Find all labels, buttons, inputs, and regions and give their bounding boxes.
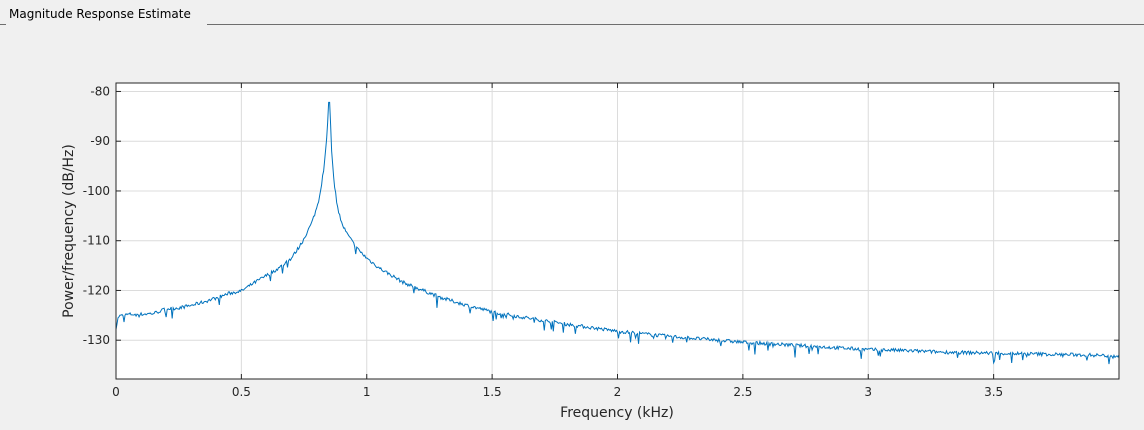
- y-tick-label: -120: [83, 283, 110, 297]
- y-tick-label: -80: [90, 84, 110, 98]
- x-tick-label: 0.5: [232, 385, 251, 399]
- x-tick-label: 2.5: [733, 385, 752, 399]
- x-tick-label: 3.5: [984, 385, 1003, 399]
- y-tick-label: -130: [83, 333, 110, 347]
- y-tick-label: -90: [90, 134, 110, 148]
- x-tick-label: 1.5: [483, 385, 502, 399]
- y-tick-label: -110: [83, 234, 110, 248]
- x-axis-label: Frequency (kHz): [560, 405, 674, 421]
- x-tick-label: 3: [864, 385, 872, 399]
- x-tick-label: 2: [614, 385, 622, 399]
- x-tick-label: 1: [363, 385, 371, 399]
- y-axis-label: Power/frequency (dB/Hz): [61, 144, 77, 318]
- y-tick-label: -100: [83, 184, 110, 198]
- x-tick-label: 0: [112, 385, 120, 399]
